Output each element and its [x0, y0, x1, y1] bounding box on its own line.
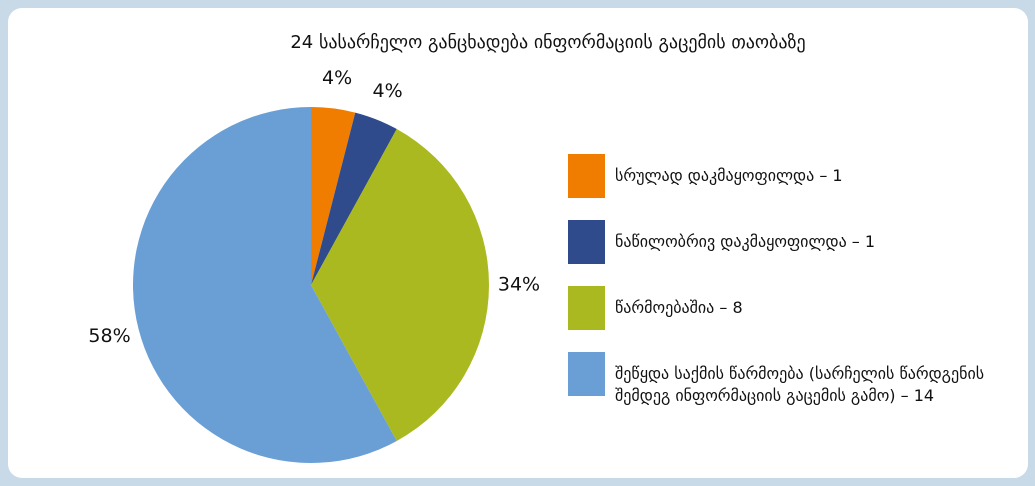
data-label: 58%: [88, 325, 130, 347]
pie-slice: [132, 107, 397, 463]
legend-item: ნაწილობრივ დაკმაყოფილდა – 1: [568, 220, 1008, 264]
chart-title: 24 სასარჩელო განცხადება ინფორმაციის გაცე…: [290, 32, 805, 53]
pie-slice: [311, 107, 356, 285]
legend-label: სრულად დაკმაყოფილდა – 1: [615, 166, 843, 185]
legend-label: შეწყდა საქმის წარმოება (სარჩელის წარდგენ…: [615, 364, 985, 405]
data-label: 4%: [322, 67, 352, 89]
legend-item: წარმოებაშია – 8: [568, 286, 1008, 330]
legend-item: სრულად დაკმაყოფილდა – 1: [568, 154, 1008, 198]
data-label: 4%: [372, 80, 402, 102]
pie-slice: [311, 129, 489, 441]
legend-label: ნაწილობრივ დაკმაყოფილდა – 1: [615, 232, 876, 251]
legend-label: წარმოებაშია – 8: [615, 298, 743, 317]
legend-swatch: [568, 220, 605, 264]
legend: სრულად დაკმაყოფილდა – 1 ნაწილობრივ დაკმაყ…: [568, 154, 1008, 429]
legend-swatch: [568, 352, 605, 396]
pie-slice: [311, 112, 397, 285]
legend-item: შეწყდა საქმის წარმოება (სარჩელის წარდგენ…: [568, 352, 1008, 407]
data-label: 34%: [498, 274, 540, 296]
legend-swatch: [568, 154, 605, 198]
legend-swatch: [568, 286, 605, 330]
